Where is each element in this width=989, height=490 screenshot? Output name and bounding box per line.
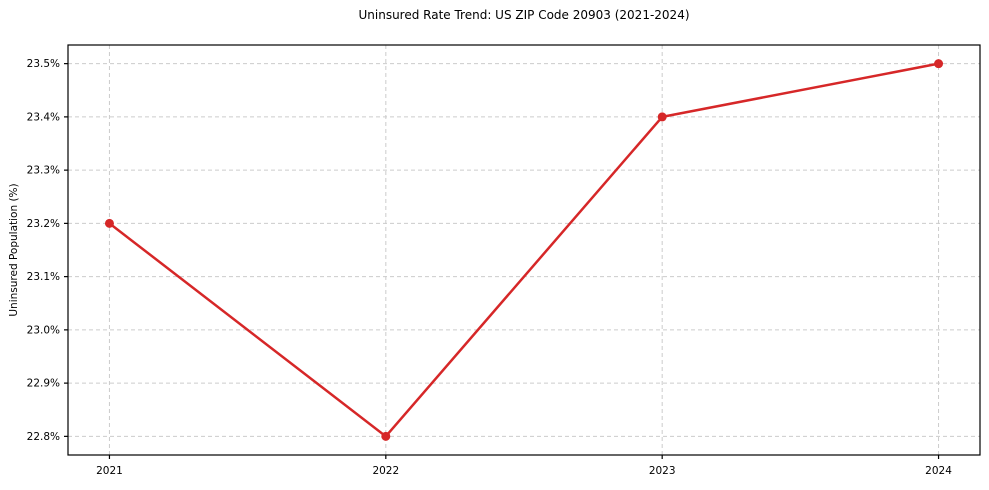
- data-point-marker: [104, 218, 114, 228]
- y-tick-label: 23.3%: [27, 165, 60, 177]
- y-tick-label: 23.1%: [27, 271, 60, 283]
- x-tick-label: 2021: [96, 465, 123, 477]
- data-point-marker: [381, 431, 391, 441]
- y-tick-label: 23.0%: [27, 324, 60, 336]
- y-tick-label: 23.5%: [27, 58, 60, 70]
- x-tick-label: 2023: [649, 465, 676, 477]
- data-point-marker: [657, 112, 667, 122]
- y-tick-label: 23.2%: [27, 218, 60, 230]
- trend-line: [108, 62, 940, 438]
- data-point-marker: [934, 59, 944, 69]
- y-tick-label: 23.4%: [27, 111, 60, 123]
- plot-border: [67, 44, 981, 456]
- x-tick-label: 2022: [372, 465, 399, 477]
- y-tick-label: 22.8%: [27, 431, 60, 443]
- x-tick-label: 2024: [925, 465, 952, 477]
- y-tick-label: 22.9%: [27, 378, 60, 390]
- chart-title: Uninsured Rate Trend: US ZIP Code 20903 …: [358, 8, 690, 22]
